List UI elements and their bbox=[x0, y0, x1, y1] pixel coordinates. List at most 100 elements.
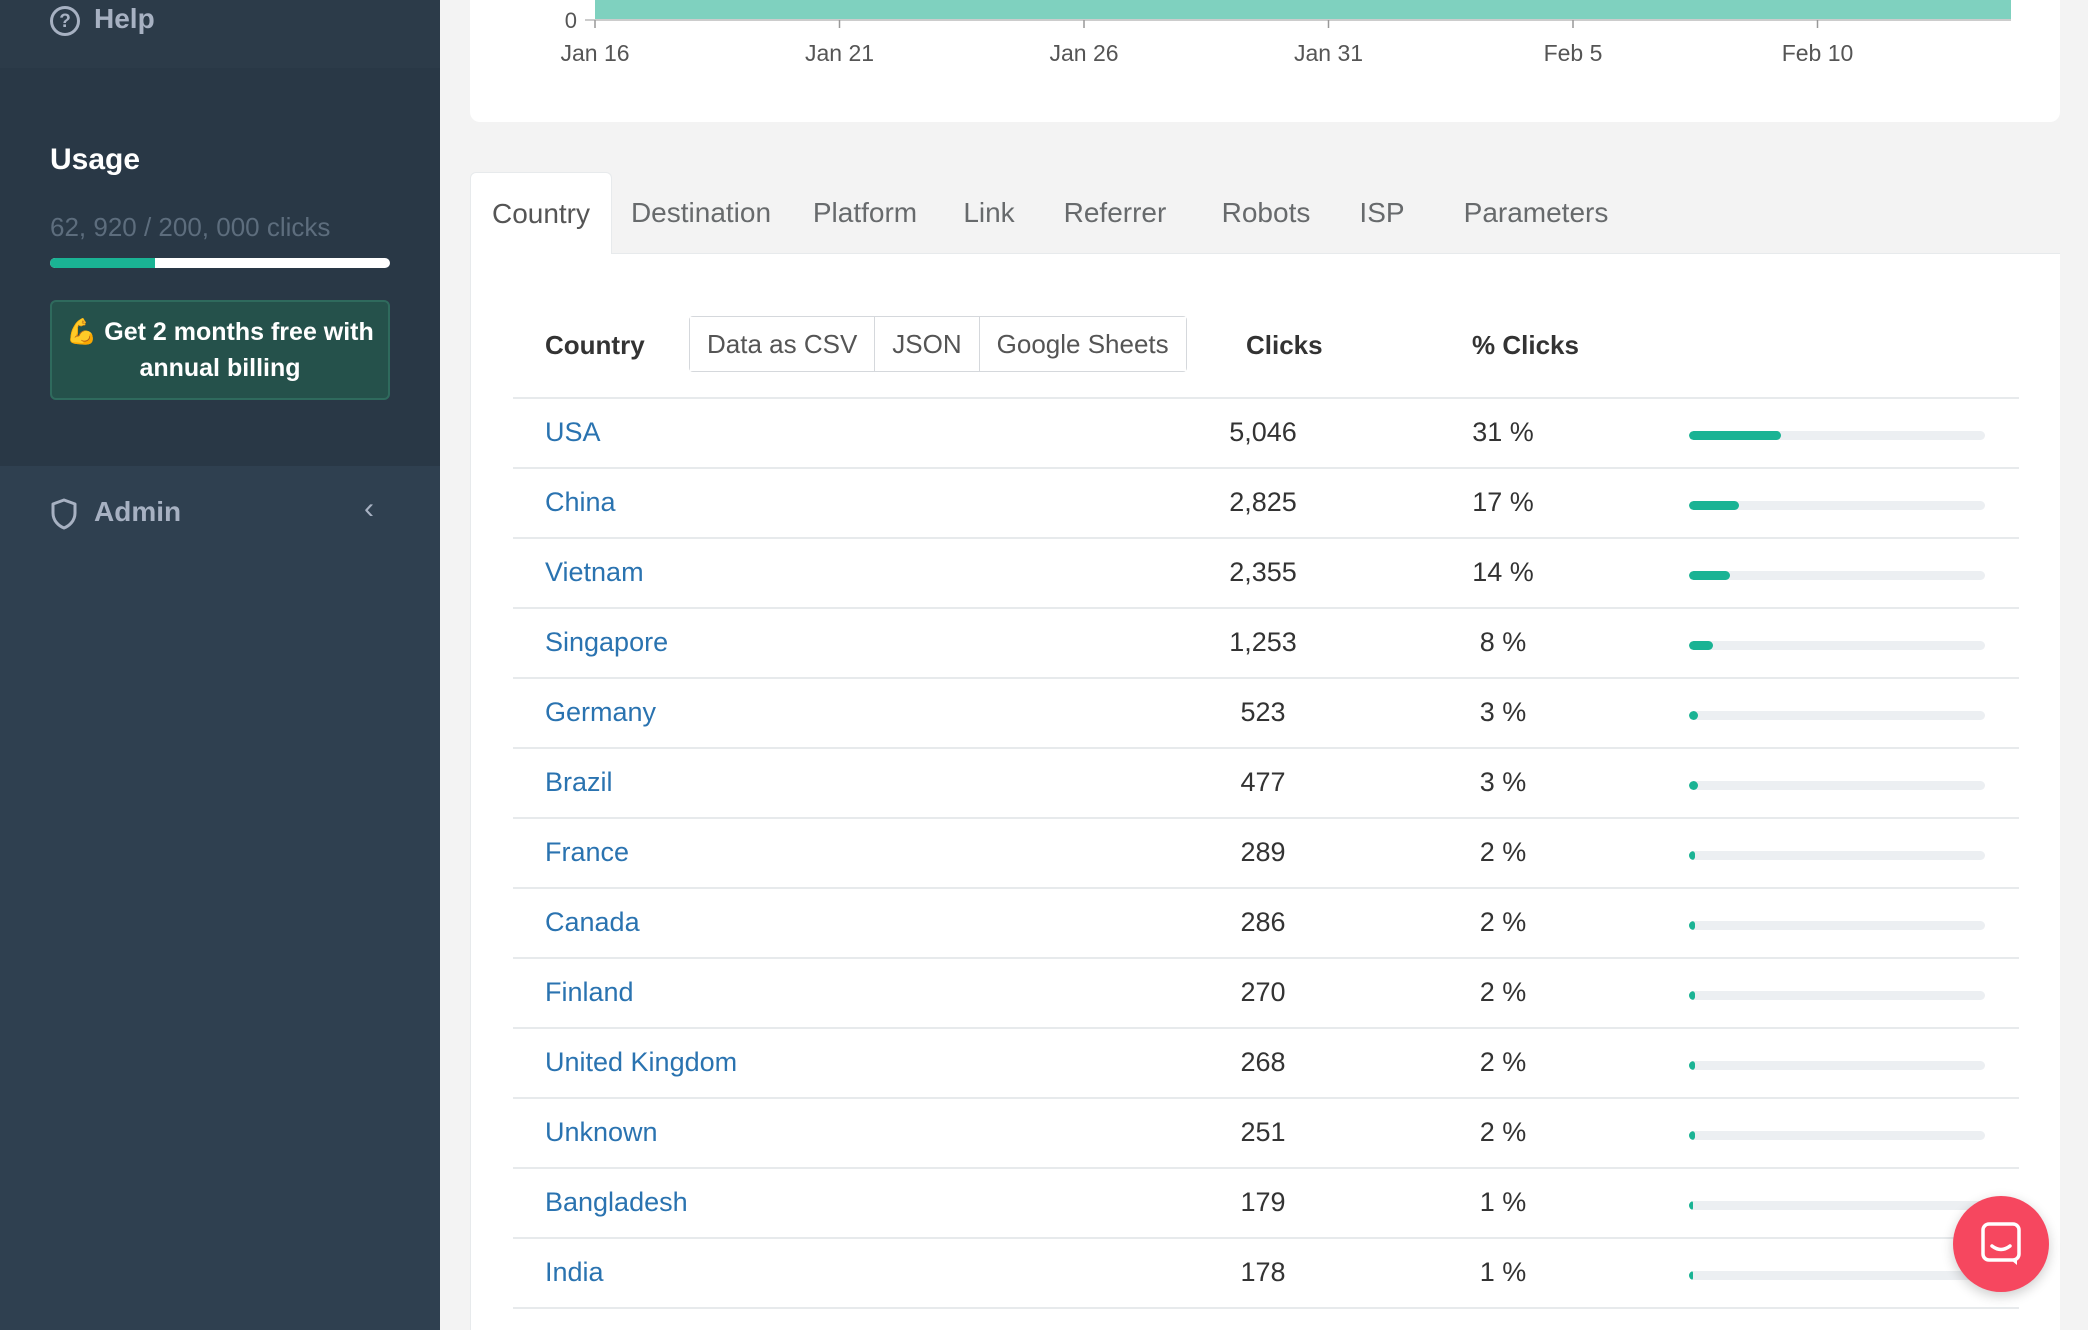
table-row: Singapore 1,253 8 % bbox=[513, 609, 2019, 679]
x-tick-label: Feb 5 bbox=[1544, 40, 1603, 66]
country-link[interactable]: Brazil bbox=[545, 767, 613, 797]
tab-isp[interactable]: ISP bbox=[1359, 197, 1405, 228]
table-row: France 289 2 % bbox=[513, 819, 2019, 889]
percent-bar bbox=[1689, 1201, 1985, 1210]
percent-bar-fill bbox=[1689, 641, 1713, 650]
tab-parameters[interactable]: Parameters bbox=[1463, 197, 1609, 228]
country-link[interactable]: United Kingdom bbox=[545, 1047, 738, 1077]
x-tick-label: Jan 21 bbox=[805, 40, 874, 66]
tab-platform[interactable]: Platform bbox=[812, 197, 918, 228]
x-tick-label: Jan 26 bbox=[1049, 40, 1118, 66]
country-table-panel: Country Data as CSV JSON Google Sheets C… bbox=[470, 254, 2060, 1330]
country-link[interactable]: Singapore bbox=[545, 627, 669, 657]
country-link[interactable]: India bbox=[545, 1257, 604, 1287]
clicks-area-chart: 0 Jan 16 Jan 21 Jan 26 Jan 31 Feb 5 Feb 10 bbox=[560, 0, 2011, 66]
table-row: Bangladesh 179 1 % bbox=[513, 1169, 2019, 1239]
chevron-left-icon[interactable]: ‹ bbox=[364, 492, 374, 525]
column-header-percent-clicks[interactable]: % Clicks bbox=[1472, 330, 1579, 360]
tab-destination[interactable]: Destination bbox=[630, 197, 772, 228]
table-row: United Kingdom 268 2 % bbox=[513, 1029, 2019, 1099]
percent-bar bbox=[1689, 781, 1985, 790]
percent-bar-fill bbox=[1689, 781, 1698, 790]
percent-value: 2 % bbox=[1479, 907, 1527, 937]
usage-panel: Usage 62, 920 / 200, 000 clicks 💪 Get 2 … bbox=[0, 68, 440, 466]
sidebar-item-label: Help bbox=[94, 3, 155, 34]
percent-bar bbox=[1689, 921, 1985, 930]
country-link[interactable]: China bbox=[545, 487, 616, 517]
export-csv-button[interactable]: Data as CSV bbox=[690, 317, 876, 371]
percent-bar bbox=[1689, 431, 1985, 440]
percent-value: 8 % bbox=[1479, 627, 1527, 657]
export-button-group: Data as CSV JSON Google Sheets bbox=[689, 316, 1187, 372]
chat-launcher-button[interactable] bbox=[1953, 1196, 2049, 1292]
x-tick-label: Feb 10 bbox=[1782, 40, 1854, 66]
country-link[interactable]: Bangladesh bbox=[545, 1187, 688, 1217]
percent-bar-fill bbox=[1689, 1271, 1694, 1280]
clicks-value: 477 bbox=[1240, 767, 1286, 797]
clicks-value: 178 bbox=[1240, 1257, 1286, 1287]
percent-value: 1 % bbox=[1479, 1257, 1527, 1287]
sidebar: ? Help Usage 62, 920 / 200, 000 clicks 💪… bbox=[0, 0, 440, 1330]
usage-count: 62, 920 / 200, 000 clicks bbox=[50, 212, 331, 242]
sidebar-item-admin[interactable]: Admin ‹ bbox=[0, 466, 440, 560]
country-link[interactable]: USA bbox=[545, 417, 601, 447]
tab-link[interactable]: Link bbox=[963, 197, 1015, 228]
percent-value: 2 % bbox=[1479, 977, 1527, 1007]
annual-billing-promo-button[interactable]: 💪 Get 2 months free with annual billing bbox=[50, 300, 390, 400]
clicks-value: 5,046 bbox=[1229, 417, 1297, 447]
breakdown-tabs: Country Destination Platform Link Referrer Ro… bbox=[470, 172, 2060, 255]
percent-bar-fill bbox=[1689, 991, 1695, 1000]
usage-progress-fill bbox=[50, 258, 156, 268]
percent-value: 2 % bbox=[1479, 1117, 1527, 1147]
usage-progress-bar bbox=[50, 258, 390, 268]
tab-country[interactable]: Country bbox=[470, 172, 612, 255]
percent-bar bbox=[1689, 641, 1985, 650]
percent-value: 17 % bbox=[1472, 487, 1534, 517]
table-row: Vietnam 2,355 14 % bbox=[513, 539, 2019, 609]
country-link[interactable]: Finland bbox=[545, 977, 634, 1007]
percent-value: 31 % bbox=[1472, 417, 1534, 447]
tab-referrer[interactable]: Referrer bbox=[1063, 197, 1167, 228]
table-row: Unknown 251 2 % bbox=[513, 1099, 2019, 1169]
x-tick-label: Jan 31 bbox=[1294, 40, 1363, 66]
usage-title: Usage bbox=[50, 143, 141, 176]
percent-bar bbox=[1689, 711, 1985, 720]
percent-value: 2 % bbox=[1479, 837, 1527, 867]
clicks-value: 268 bbox=[1240, 1047, 1286, 1077]
help-icon: ? bbox=[50, 6, 80, 36]
percent-bar-fill bbox=[1689, 571, 1731, 580]
export-google-sheets-button[interactable]: Google Sheets bbox=[979, 317, 1186, 371]
percent-bar bbox=[1689, 1061, 1985, 1070]
country-link[interactable]: France bbox=[545, 837, 630, 867]
percent-bar-fill bbox=[1689, 711, 1698, 720]
percent-bar bbox=[1689, 501, 1985, 510]
shield-icon bbox=[51, 498, 77, 530]
clicks-area-series bbox=[595, 0, 2011, 20]
sidebar-item-help[interactable]: ? Help bbox=[0, 0, 440, 68]
clicks-value: 2,825 bbox=[1229, 487, 1297, 517]
clicks-value: 270 bbox=[1240, 977, 1286, 1007]
country-link[interactable]: Vietnam bbox=[545, 557, 644, 587]
export-json-button[interactable]: JSON bbox=[875, 317, 980, 371]
clicks-value: 289 bbox=[1240, 837, 1286, 867]
clicks-value: 1,253 bbox=[1229, 627, 1297, 657]
percent-bar bbox=[1689, 991, 1985, 1000]
x-tick-label: Jan 16 bbox=[560, 40, 629, 66]
percent-value: 2 % bbox=[1479, 1047, 1527, 1077]
percent-bar bbox=[1689, 1271, 1985, 1280]
country-link[interactable]: Unknown bbox=[545, 1117, 658, 1147]
table-row: China 2,825 17 % bbox=[513, 469, 2019, 539]
clicks-value: 286 bbox=[1240, 907, 1286, 937]
percent-value: 3 % bbox=[1479, 767, 1527, 797]
clicks-value: 523 bbox=[1240, 697, 1286, 727]
clicks-value: 179 bbox=[1240, 1187, 1286, 1217]
country-link[interactable]: Germany bbox=[545, 697, 657, 727]
table-row: Brazil 477 3 % bbox=[513, 749, 2019, 819]
table-row: Germany 523 3 % bbox=[513, 679, 2019, 749]
percent-bar-fill bbox=[1689, 1131, 1695, 1140]
percent-bar bbox=[1689, 571, 1985, 580]
column-header-clicks[interactable]: Clicks bbox=[1246, 330, 1323, 360]
country-link[interactable]: Canada bbox=[545, 907, 640, 937]
percent-value: 1 % bbox=[1479, 1187, 1527, 1217]
tab-robots[interactable]: Robots bbox=[1221, 197, 1311, 228]
